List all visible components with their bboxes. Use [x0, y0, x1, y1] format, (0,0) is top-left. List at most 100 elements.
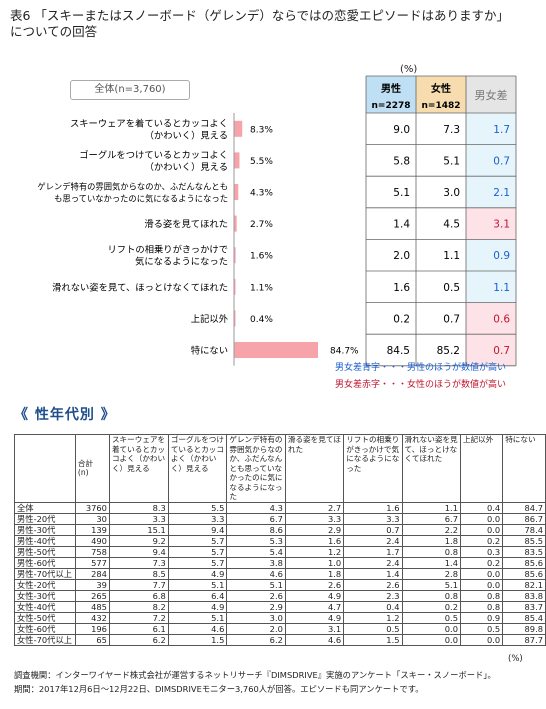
table-cell: 7.7 [108, 578, 169, 591]
female-value: 4.5 [443, 219, 460, 231]
bar [234, 247, 236, 264]
table-cell: 284 [74, 567, 110, 580]
table-cell: 7.2 [108, 611, 169, 624]
bar-value-label: 0.4% [250, 315, 273, 325]
diff-cell-bg [466, 144, 516, 177]
column-header: 上記以外 [459, 434, 504, 503]
table-cell: 84.7 [502, 501, 546, 514]
diff-cell-bg [466, 207, 516, 240]
bar-value-label: 5.5% [250, 157, 273, 167]
diff-header: 男女差 [475, 88, 508, 102]
table-cell: 5.5 [167, 501, 228, 514]
table-cell: 490 [74, 534, 110, 547]
column-header: ゲレンデ特有の雰囲気からなのか、ふだんなんとも思っていなかったのに気になるように… [226, 434, 286, 503]
footer-line-1: 調査機関：インターワイヤード株式会社が運営するネットリサーチ『DIMSDRIVE… [14, 670, 496, 680]
table-cell: 5.3 [226, 534, 286, 547]
male-value: 5.1 [393, 187, 410, 199]
table-cell: 0.0 [459, 578, 504, 591]
table-cell: 83.5 [502, 545, 546, 558]
table-cell: 3760 [74, 501, 110, 514]
male-value: 5.8 [393, 155, 410, 167]
bar-value-label: 4.3% [250, 189, 273, 199]
table-cell: 4.6 [284, 633, 345, 646]
table-cell: 265 [74, 589, 110, 602]
table-cell: 30 [74, 512, 110, 525]
row-label: 女性-60代 [14, 622, 76, 635]
male-value: 0.2 [393, 313, 410, 325]
bar [234, 310, 236, 327]
percent-unit: (%) [400, 64, 418, 75]
female-n: n=1482 [422, 101, 461, 111]
table-cell: 0.7 [343, 523, 403, 536]
row-label: 女性-20代 [14, 578, 76, 591]
male-value: 84.5 [387, 345, 410, 357]
table-cell: 1.0 [284, 556, 345, 569]
table-cell: 4.6 [226, 567, 286, 580]
table-cell: 9.4 [108, 545, 169, 558]
diff-value: 3.1 [493, 219, 510, 231]
table-cell: 85.5 [502, 534, 546, 547]
table-cell: 4.7 [284, 600, 345, 613]
bar [234, 184, 239, 200]
male-header-bg [366, 76, 416, 113]
table-cell: 5.7 [167, 545, 228, 558]
table-cell: 8.6 [226, 523, 286, 536]
bar-value-label: 2.7% [250, 220, 273, 230]
row-label: 女性-40代 [14, 600, 76, 613]
table-header-row: 合計 (n) スキーウェアを着ているとカッコよく（かわいく）見える ゴーグルをつけて… [14, 434, 546, 503]
table-cell: 2.4 [343, 534, 403, 547]
table-cell: 2.4 [343, 556, 403, 569]
table-cell: 139 [74, 523, 110, 536]
row-label: 男性-70代以上 [14, 567, 76, 580]
table-row: 女性-70代以上 65 6.2 1.5 6.2 4.6 1.5 0.0 0.0 87.7 [14, 633, 546, 646]
category-label: ゴーグルをつけているとカッコよく [79, 149, 228, 161]
female-value: 5.1 [443, 155, 460, 167]
table-cell: 5.1 [226, 578, 286, 591]
table-cell: 2.0 [226, 622, 286, 635]
table-row: 男性-30代 139 15.1 9.4 8.6 2.9 0.7 2.2 0.0 78.4 [14, 523, 546, 536]
table-cell: 1.8 [284, 567, 345, 580]
table-cell: 8.5 [108, 567, 169, 580]
table-cell: 3.3 [108, 512, 169, 525]
category-label: も思っていなかったのに気になるようになった [54, 194, 228, 204]
bar-value-label: 1.1% [250, 283, 273, 293]
row-label: 男性-30代 [14, 523, 76, 536]
category-label: ゲレンデ特有の雰囲気からなのか、ふだんなんとも [37, 182, 228, 192]
male-header: 男性 [381, 82, 401, 95]
male-n: n=2278 [372, 101, 411, 111]
table-cell: 0.9 [459, 611, 504, 624]
category-label: 気になるようになった [135, 256, 228, 268]
table-cell: 8.2 [108, 600, 169, 613]
table-cell: 577 [74, 556, 110, 569]
table-cell: 0.2 [459, 556, 504, 569]
title-line-1: 表6 「スキーまたはスノーボード（ゲレンデ）ならではの恋愛エピソードはありますか… [10, 8, 510, 23]
table-cell: 3.3 [284, 512, 345, 525]
chart-title: 表6 「スキーまたはスノーボード（ゲレンデ）ならではの恋愛エピソードはありますか… [10, 8, 530, 40]
table-cell: 3.0 [226, 611, 286, 624]
table-row: 女性-60代 196 6.1 4.6 2.0 3.1 0.5 0.0 0.5 89.8 [14, 622, 546, 635]
column-header: 特にない [502, 434, 546, 503]
table-cell: 15.1 [108, 523, 169, 536]
table-cell: 85.4 [502, 611, 546, 624]
female-value: 85.2 [437, 345, 460, 357]
row-label: 全体 [14, 501, 76, 514]
table-row: 男性-60代 577 7.3 5.7 3.8 1.0 2.4 1.4 0.2 85.6 [14, 556, 546, 569]
diff-value: 2.1 [493, 187, 510, 199]
table-cell: 0.0 [459, 567, 504, 580]
bar [234, 215, 237, 232]
bar [234, 152, 240, 169]
table-cell: 758 [74, 545, 110, 558]
male-value: 1.6 [393, 282, 410, 294]
category-label: スキーウェアを着ているとカッコよく [70, 117, 228, 129]
male-value: 2.0 [393, 250, 410, 262]
table-cell: 7.3 [108, 556, 169, 569]
footer-line-2: 期間：2017年12月6日～12月22日、DIMSDRIVEモニター3,760人… [14, 684, 424, 694]
table-cell: 0.3 [459, 545, 504, 558]
table-row: 全体 3760 8.3 5.5 4.3 2.7 1.6 1.1 0.4 84.7 [14, 501, 546, 514]
row-label: 女性-50代 [14, 611, 76, 624]
bar-value-label: 84.7% [330, 347, 359, 357]
table-cell: 5.7 [167, 534, 228, 547]
table-cell: 39 [74, 578, 110, 591]
diff-value: 1.7 [493, 124, 510, 136]
table-row: 女性-40代 485 8.2 4.9 2.9 4.7 0.4 0.2 0.8 83.7 [14, 600, 546, 613]
